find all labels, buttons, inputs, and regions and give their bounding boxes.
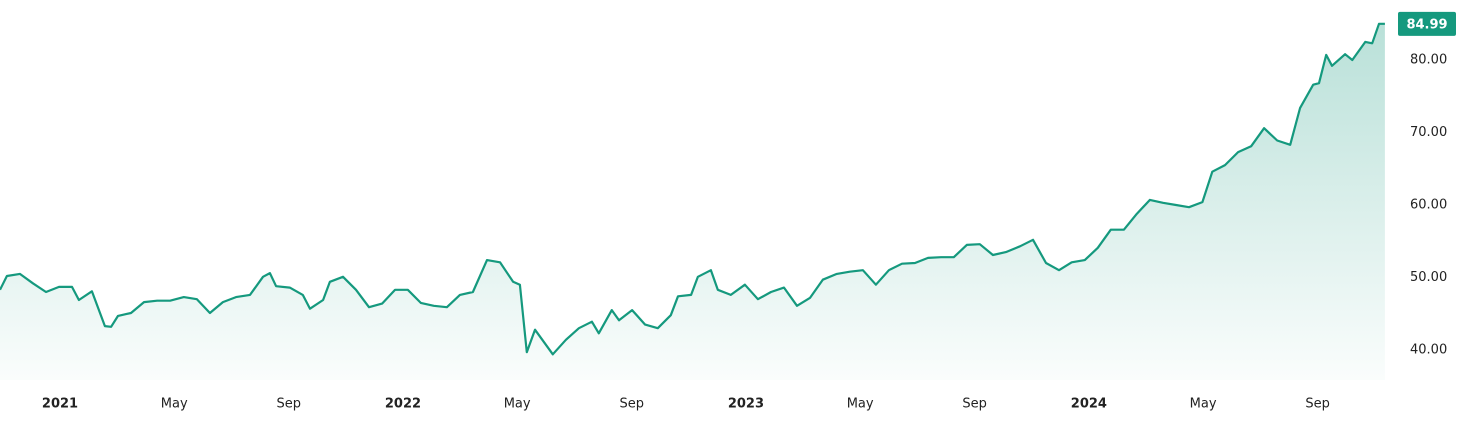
x-tick-label: 2022 [385,397,421,412]
x-tick-label: 2023 [728,397,764,412]
y-tick-label: 70.00 [1410,125,1447,140]
x-tick-label: 2021 [42,397,78,412]
x-tick-label: May [847,397,874,412]
x-tick-label: Sep [1305,397,1330,412]
x-tick-label: Sep [277,397,302,412]
y-tick-label: 60.00 [1410,198,1447,213]
line [0,22,1385,356]
area [0,23,1385,381]
x-tick-label: May [161,397,188,412]
x-tick-label: Sep [619,397,644,412]
price-tag-label: 84.99 [1406,17,1447,32]
y-tick-label: 50.00 [1410,270,1447,285]
x-tick-label: Sep [962,397,987,412]
y-tick-label: 40.00 [1410,342,1447,357]
x-tick-label: May [1190,397,1217,412]
y-tick-label: 80.00 [1410,53,1447,68]
x-tick-label: 2024 [1071,397,1107,412]
x-tick-label: May [504,397,531,412]
price-tag [1398,11,1456,36]
